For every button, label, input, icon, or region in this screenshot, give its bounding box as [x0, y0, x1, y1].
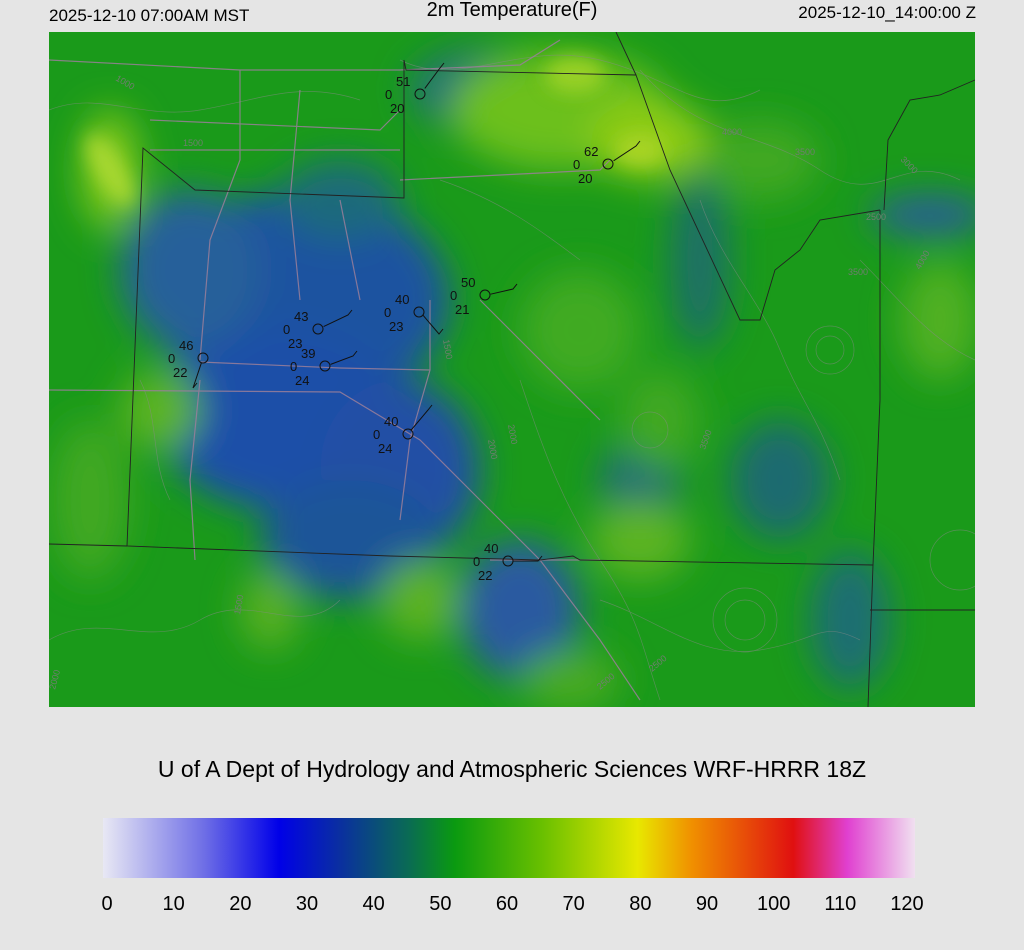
station-dewpoint: 23 — [389, 319, 403, 334]
wind-barb — [512, 555, 543, 562]
roads — [49, 39, 641, 701]
contour-label: 3500 — [848, 267, 868, 277]
station-circle — [197, 352, 209, 364]
station-circle — [312, 323, 324, 335]
station-circle — [402, 428, 414, 440]
wind-barb — [192, 362, 202, 389]
station-temperature: 43 — [294, 309, 308, 324]
colorbar-tick-label: 90 — [695, 893, 719, 915]
station-value: 0 — [450, 288, 457, 303]
contour-label: 2000 — [506, 424, 519, 445]
colorbar-tick-label: 0 — [101, 893, 113, 915]
model-attribution: U of A Dept of Hydrology and Atmospheric… — [157, 756, 867, 782]
station-value: 0 — [573, 157, 580, 172]
station-dewpoint: 20 — [578, 171, 592, 186]
wind-barb — [422, 314, 444, 335]
station-circle — [414, 88, 426, 100]
station-value: 0 — [290, 359, 297, 374]
contour-label: 4000 — [722, 127, 742, 137]
station-plot: 43 023 — [283, 309, 353, 351]
station-temperature: 40 — [384, 414, 398, 429]
colorbar-tick-label: 60 — [495, 893, 519, 915]
colorbar-tick-label: 70 — [562, 893, 585, 915]
station-dewpoint: 24 — [378, 441, 392, 456]
terrain-contours — [49, 54, 975, 701]
station-value: 0 — [283, 322, 290, 337]
colorbar-tick-label: 10 — [162, 893, 185, 915]
valid-time-local: 2025-12-10 07:00AM MST — [49, 6, 250, 25]
contour-label: 3500 — [795, 147, 815, 157]
wind-barb — [330, 350, 358, 365]
wind-barb — [613, 140, 641, 162]
station-dewpoint: 23 — [288, 336, 302, 351]
valid-time-utc: 2025-12-10_14:00:00 Z — [798, 3, 976, 22]
station-plot: 40 023 — [384, 292, 444, 335]
map-title: 2m Temperature(F) — [426, 0, 598, 21]
station-plot: 40 024 — [373, 404, 433, 456]
station-temperature: 51 — [396, 74, 410, 89]
contour-label: 1500 — [183, 138, 203, 148]
wind-barb — [323, 309, 353, 328]
station-dewpoint: 21 — [455, 302, 469, 317]
station-dewpoint: 24 — [295, 373, 309, 388]
colorbar-tick-label: 20 — [229, 893, 252, 915]
colorbar-tick-label: 50 — [429, 893, 452, 915]
station-value: 0 — [373, 427, 380, 442]
colorbar-gradient — [103, 818, 915, 878]
station-temperature: 40 — [395, 292, 409, 307]
temperature-map: 1000 1500 2500 3000 3500 4000 2000 1500 … — [49, 32, 975, 707]
station-circle — [413, 306, 425, 318]
wind-barb — [490, 283, 518, 295]
wind-barb — [424, 62, 445, 89]
station-dewpoint: 22 — [173, 365, 187, 380]
wind-barb — [410, 404, 433, 431]
station-dewpoint: 20 — [390, 101, 404, 116]
station-dewpoint: 22 — [478, 568, 492, 583]
colorbar-tick-label: 80 — [629, 893, 652, 915]
colorbar-tick-label: 110 — [824, 893, 857, 915]
station-plot: 39 024 — [290, 346, 358, 388]
station-temperature: 39 — [301, 346, 315, 361]
station-circle — [479, 289, 491, 301]
station-plots: 5102062020500214002343023390244602240024… — [168, 62, 641, 583]
station-plot: 62 020 — [573, 140, 641, 186]
contour-label: 2500 — [866, 212, 886, 222]
contour-label: 2000 — [486, 439, 499, 460]
county-boundaries — [49, 32, 975, 707]
colorbar-tick-label: 100 — [756, 893, 791, 915]
temperature-field — [50, 50, 975, 707]
colorbar-tick-label: 30 — [295, 893, 319, 915]
station-plot: 46 022 — [168, 338, 209, 389]
station-value: 0 — [384, 305, 391, 320]
station-plot: 51 020 — [385, 62, 445, 116]
station-value: 0 — [473, 554, 480, 569]
station-plot: 40 022 — [473, 541, 543, 583]
station-plot: 50 021 — [450, 275, 518, 317]
station-circle — [319, 360, 331, 372]
temperature-colorbar — [103, 818, 915, 878]
colorbar-tick-label: 40 — [362, 893, 385, 915]
station-value: 0 — [385, 87, 392, 102]
station-temperature: 46 — [179, 338, 193, 353]
colorbar-tick-label: 120 — [890, 893, 924, 915]
station-circle — [602, 158, 614, 170]
station-temperature: 40 — [484, 541, 498, 556]
station-value: 0 — [168, 351, 175, 366]
contour-label: 1500 — [441, 339, 454, 360]
station-temperature: 50 — [461, 275, 475, 290]
contour-label: 1500 — [232, 594, 245, 615]
station-temperature: 62 — [584, 144, 598, 159]
